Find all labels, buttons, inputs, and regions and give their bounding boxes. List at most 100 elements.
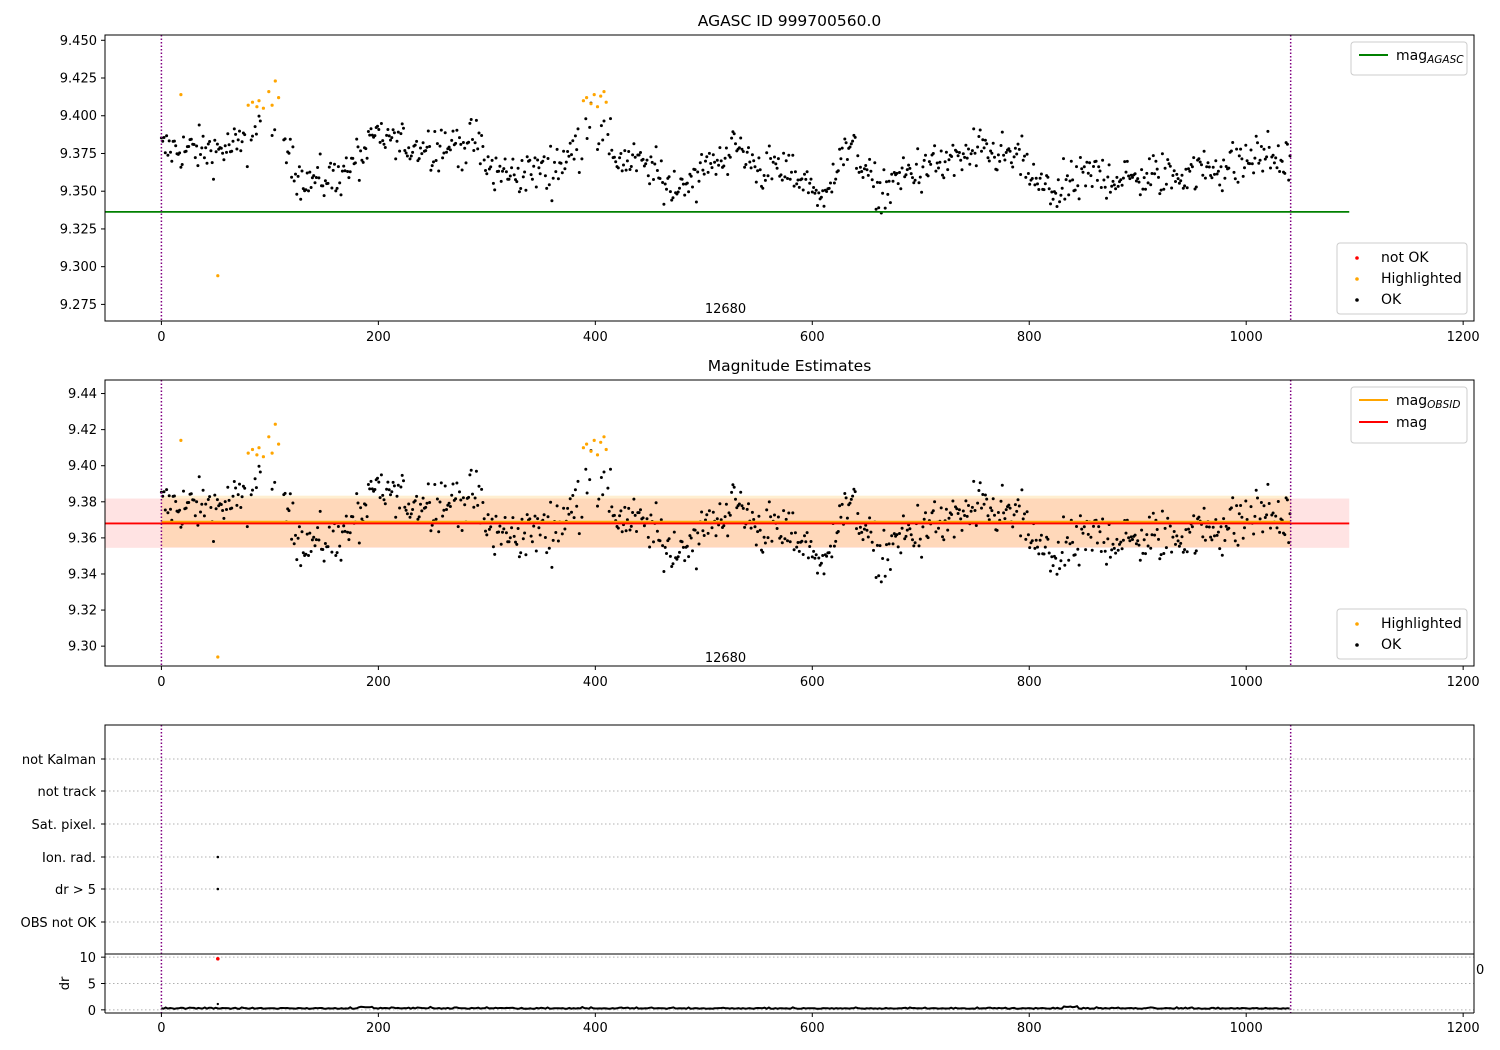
ok-point bbox=[1245, 159, 1249, 163]
ok-point bbox=[817, 191, 821, 195]
ok-point bbox=[1141, 551, 1145, 555]
ok-point bbox=[710, 526, 714, 530]
ok-point bbox=[576, 127, 580, 131]
ok-point bbox=[624, 168, 628, 172]
ok-point bbox=[1137, 543, 1141, 547]
ok-point bbox=[1179, 541, 1183, 545]
ok-point bbox=[1245, 518, 1249, 521]
ok-point bbox=[1023, 512, 1026, 516]
ok-point bbox=[1036, 545, 1039, 549]
ok-point bbox=[1037, 188, 1041, 191]
ok-point bbox=[502, 527, 506, 531]
ok-point bbox=[477, 131, 481, 135]
ok-point bbox=[627, 506, 631, 510]
ok-point bbox=[288, 137, 292, 141]
ok-point bbox=[1059, 559, 1063, 563]
ok-point bbox=[1140, 528, 1144, 532]
ok-point bbox=[809, 540, 813, 543]
ok-point bbox=[748, 160, 752, 164]
ok-point bbox=[333, 162, 336, 166]
ok-point bbox=[499, 179, 503, 183]
ok-point bbox=[1171, 535, 1175, 539]
ok-point bbox=[458, 490, 461, 494]
ok-point bbox=[1127, 536, 1131, 540]
y-tick-label: 9.275 bbox=[60, 298, 97, 313]
highlighted-point bbox=[595, 453, 600, 457]
ok-point bbox=[1082, 165, 1086, 169]
ok-point bbox=[554, 170, 558, 174]
ok-point bbox=[326, 181, 330, 185]
ok-point bbox=[562, 149, 566, 153]
obsid-annotation: 12680 bbox=[705, 302, 746, 317]
highlighted-point bbox=[589, 449, 593, 453]
ok-point bbox=[342, 524, 346, 528]
ok-point bbox=[1080, 167, 1084, 171]
ok-point bbox=[456, 165, 460, 169]
ok-point bbox=[996, 153, 1000, 157]
ok-point bbox=[322, 194, 326, 198]
ok-point bbox=[504, 531, 508, 535]
ok-point bbox=[1202, 149, 1206, 153]
ok-point bbox=[503, 157, 507, 161]
ok-point bbox=[442, 151, 446, 155]
ok-point bbox=[1215, 172, 1219, 176]
ok-point bbox=[1111, 542, 1115, 546]
ok-point bbox=[718, 146, 722, 150]
ok-point bbox=[722, 164, 726, 168]
ok-point bbox=[165, 488, 169, 492]
ok-point bbox=[752, 518, 756, 521]
ok-point bbox=[572, 516, 576, 520]
ok-point bbox=[1224, 524, 1228, 528]
ok-point bbox=[477, 484, 481, 488]
ok-point bbox=[221, 151, 225, 155]
ok-point bbox=[1115, 537, 1119, 541]
ok-point bbox=[1266, 482, 1270, 486]
ok-point bbox=[969, 509, 973, 513]
ok-point bbox=[1187, 527, 1190, 531]
ok-point bbox=[433, 483, 437, 486]
ok-point bbox=[601, 493, 605, 497]
ok-point bbox=[1215, 533, 1219, 537]
ok-point bbox=[473, 141, 477, 145]
ok-point bbox=[398, 506, 402, 510]
ok-point bbox=[898, 532, 901, 535]
ok-point bbox=[1055, 205, 1059, 208]
ok-point bbox=[1056, 178, 1060, 182]
ok-point bbox=[1131, 538, 1134, 541]
ok-point bbox=[215, 142, 219, 146]
highlighted-point bbox=[604, 447, 608, 452]
ok-point bbox=[993, 513, 996, 517]
ok-point bbox=[292, 542, 296, 546]
ok-point bbox=[1185, 550, 1189, 554]
highlighted-point bbox=[599, 440, 603, 444]
ok-point bbox=[942, 538, 946, 542]
ok-point bbox=[1181, 186, 1185, 190]
ok-point bbox=[555, 147, 559, 151]
ok-point bbox=[1084, 184, 1088, 188]
ok-point bbox=[312, 174, 316, 178]
ok-point bbox=[869, 169, 873, 173]
ok-point bbox=[1192, 514, 1196, 518]
ok-point bbox=[672, 530, 676, 534]
ok-point bbox=[1223, 176, 1227, 180]
ok-point bbox=[1271, 153, 1275, 157]
ok-point bbox=[468, 473, 472, 477]
ok-point bbox=[257, 114, 261, 118]
ok-point bbox=[1163, 526, 1167, 530]
ok-point bbox=[980, 506, 983, 510]
ok-point bbox=[900, 166, 904, 170]
ok-point bbox=[801, 553, 805, 556]
ok-point bbox=[1095, 541, 1099, 545]
ok-point bbox=[373, 488, 377, 491]
ok-point bbox=[1174, 180, 1177, 183]
ok-point bbox=[1015, 509, 1019, 513]
ok-point bbox=[169, 150, 172, 154]
ok-point bbox=[740, 147, 744, 151]
ok-point bbox=[631, 511, 635, 514]
ok-point bbox=[616, 526, 620, 530]
ok-point bbox=[996, 511, 1000, 514]
ok-point bbox=[402, 126, 405, 130]
ok-point bbox=[872, 185, 875, 189]
ok-point bbox=[741, 150, 745, 153]
ok-point bbox=[219, 503, 223, 506]
